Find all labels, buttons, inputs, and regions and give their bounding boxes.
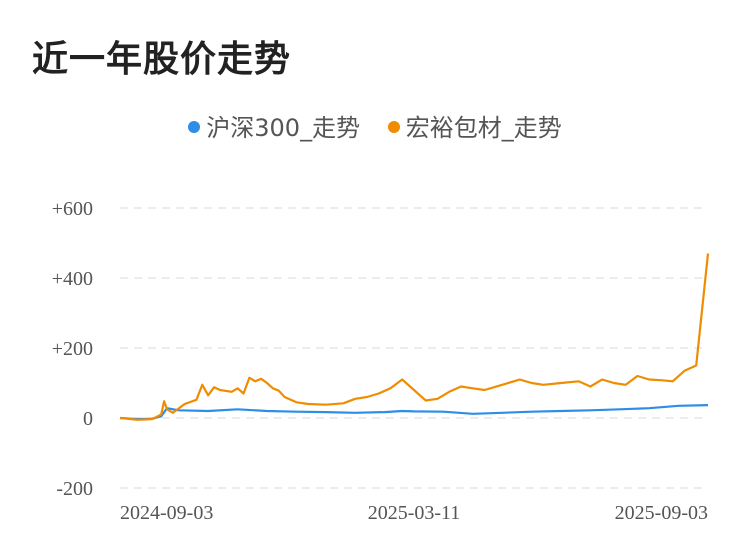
y-tick-label: +400 xyxy=(52,268,93,290)
legend-item-hs300[interactable]: 沪深300_走势 xyxy=(188,108,360,143)
y-tick-label: 0 xyxy=(83,408,93,430)
legend-dot-company xyxy=(387,121,400,133)
legend-item-company[interactable]: 宏裕包材_走势 xyxy=(387,108,562,143)
legend-dot-hs300 xyxy=(188,121,201,133)
x-tick-label: 2024-09-03 xyxy=(120,502,213,524)
legend-label-hs300: 沪深300_走势 xyxy=(206,114,361,142)
y-tick-label: -200 xyxy=(56,478,93,500)
series-line-hs300 xyxy=(119,404,709,421)
legend-label-company: 宏裕包材_走势 xyxy=(405,114,562,142)
y-tick-label: +600 xyxy=(52,198,93,220)
series-line-company xyxy=(119,253,710,421)
chart-title: 近一年股价走势 xyxy=(32,39,292,80)
y-tick-label: +200 xyxy=(52,338,93,360)
chart-legend: 沪深300_走势 宏裕包材_走势 xyxy=(0,108,750,143)
x-tick-label: 2025-09-03 xyxy=(615,502,708,524)
x-tick-label: 2025-03-11 xyxy=(368,502,461,524)
